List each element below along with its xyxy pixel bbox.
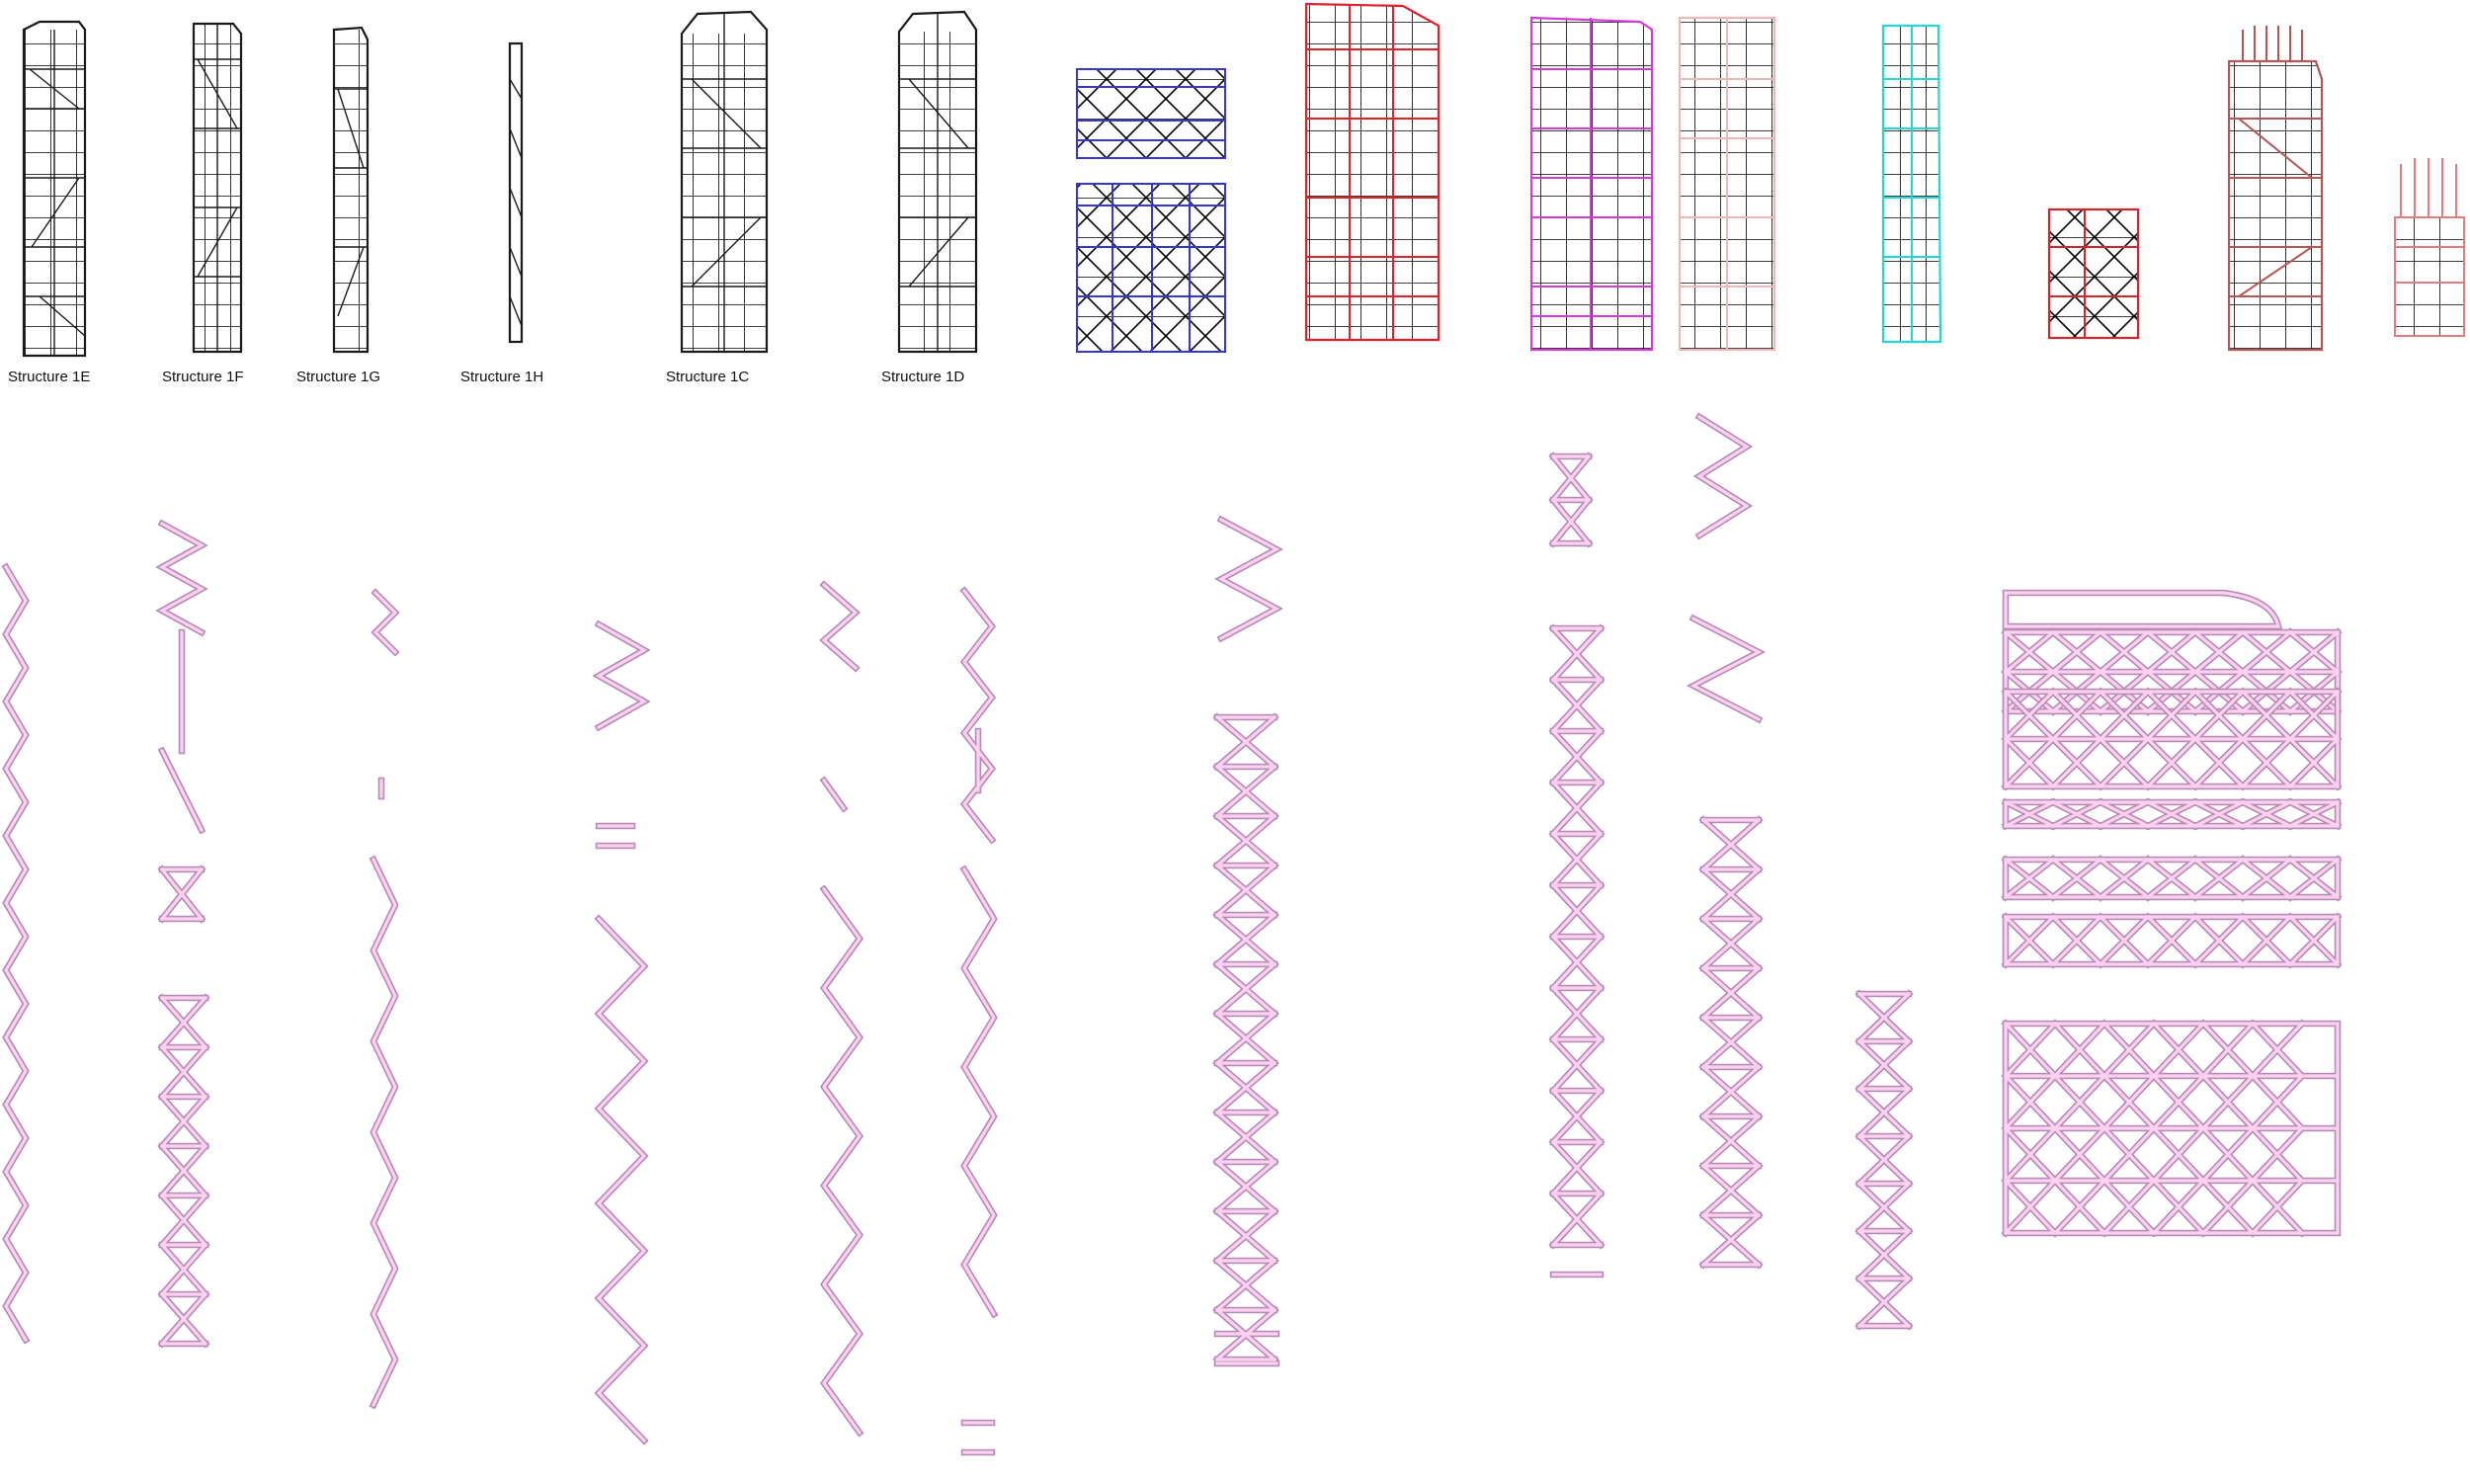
member-column-9 — [1686, 412, 1767, 1270]
structure-1h: Structure 1H — [460, 41, 543, 385]
cyan-frame-structure — [1881, 24, 1942, 344]
member-zigzag-5 — [819, 580, 864, 1438]
member-panel-grid-4 — [2001, 855, 2343, 902]
member-panel-grid-1 — [2001, 627, 2343, 716]
structure-1f-frame — [192, 22, 243, 354]
structure-1g-frame — [332, 26, 370, 354]
member-panel-top-beam — [2002, 589, 2283, 630]
structure-1h-label: Structure 1H — [460, 369, 543, 385]
member-panel-grid-5 — [2001, 912, 2343, 969]
blue-truss-structure — [1076, 68, 1226, 353]
structure-1g-label: Structure 1G — [296, 369, 380, 385]
structure-1e: Structure 1E — [8, 20, 90, 385]
structure-1e-label: Structure 1E — [8, 369, 90, 385]
member-zigzag-3 — [369, 588, 400, 1410]
rosewood-frame-structure — [2227, 26, 2324, 352]
structure-1f: Structure 1F — [162, 22, 244, 385]
member-zigzag-4 — [592, 619, 651, 1445]
structure-1c-frame — [680, 10, 769, 354]
structure-1f-label: Structure 1F — [162, 369, 244, 385]
member-zigzag-6 — [959, 586, 999, 1456]
structure-1c: Structure 1C — [666, 10, 769, 385]
member-zigzag-1 — [1, 562, 31, 1345]
structure-1d: Structure 1D — [881, 10, 978, 385]
salmon-frame-structure — [2394, 158, 2465, 337]
member-column-8 — [1548, 452, 1606, 1278]
member-column-2 — [155, 519, 210, 1349]
pink-member-drawings — [1, 412, 2343, 1456]
member-panel-grid-2 — [2001, 687, 2343, 791]
structure-1c-label: Structure 1C — [666, 369, 749, 385]
member-panel-grid-6 — [2001, 1019, 2342, 1238]
member-column-10 — [1854, 989, 1914, 1331]
structure-1d-label: Structure 1D — [881, 369, 964, 385]
crimson-frame-structure — [2047, 207, 2140, 340]
structure-1h-frame — [508, 41, 524, 344]
structure-1g: Structure 1G — [296, 26, 380, 385]
structure-1e-frame — [22, 20, 87, 358]
member-column-7 — [1212, 515, 1283, 1367]
red-frame-structure — [1304, 2, 1441, 342]
magenta-frame-structure — [1529, 16, 1654, 352]
member-panel-grid-3 — [2001, 797, 2343, 831]
structure-1d-frame — [897, 10, 978, 354]
light-pink-frame-structure — [1678, 16, 1776, 352]
